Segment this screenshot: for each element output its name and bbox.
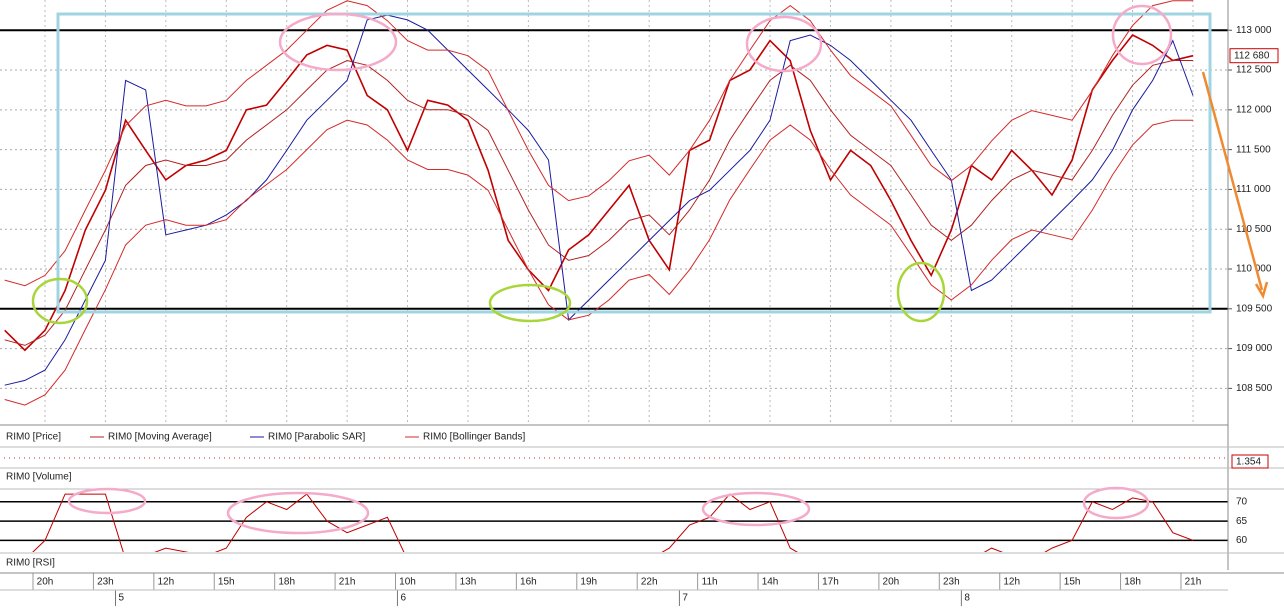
day-label: 7	[682, 593, 688, 604]
x-tick-label: 21h	[1185, 577, 1202, 588]
volume-tag	[1231, 454, 1269, 469]
price-tag	[1229, 48, 1279, 64]
price-pane	[0, 0, 1228, 425]
ellipse	[701, 491, 811, 527]
series-line-lower	[4, 119, 1193, 406]
series-line	[4, 0, 1193, 287]
volume-value: 1.354	[1236, 457, 1261, 468]
x-tick-label: 15h	[218, 577, 235, 588]
y-tick-label: 70	[1236, 496, 1248, 507]
x-tick-label: 12h	[1003, 577, 1020, 588]
x-tick-label: 15h	[1064, 577, 1081, 588]
y-tick-label: 109 500	[1236, 303, 1273, 314]
rsi-line	[32, 493, 1194, 552]
x-tick-label: 23h	[943, 577, 960, 588]
y-tick-label: 109 000	[1236, 343, 1273, 354]
volume-label: RIM0 [Volume]	[6, 472, 72, 483]
arrow	[1201, 71, 1264, 291]
rsi-pane	[0, 493, 1228, 552]
rsi-label: RIM0 [RSI]	[6, 558, 55, 569]
x-tick-label: 14h	[762, 577, 779, 588]
x-tick-label: 12h	[157, 577, 174, 588]
day-label: 5	[118, 593, 124, 604]
legend-label: RIM0 [Price]	[6, 432, 61, 443]
ellipse	[67, 487, 147, 515]
ellipse	[488, 283, 572, 323]
y-tick-label: 60	[1236, 535, 1248, 546]
legend-label: RIM0 [Bollinger Bands]	[423, 432, 525, 443]
x-tick-label: 21h	[339, 577, 356, 588]
x-tick-label: 22h	[641, 577, 658, 588]
y-tick-label: 65	[1236, 516, 1248, 527]
x-tick-label: 20h	[37, 577, 54, 588]
legend-label: RIM0 [Parabolic SAR]	[268, 432, 365, 443]
y-tick-label: 110 000	[1236, 264, 1272, 275]
y-tick-label: 111 000	[1236, 184, 1271, 195]
price-tag-label: 112 680	[1234, 50, 1270, 61]
x-tick-label: 17h	[822, 577, 839, 588]
x-tick-label: 13h	[460, 577, 477, 588]
arrow-head	[1254, 281, 1269, 300]
ellipse	[896, 261, 946, 323]
x-tick-label: 20h	[883, 577, 900, 588]
range-box	[56, 12, 1212, 314]
axes: 108 500 109 000 109 500 110 000 110 500 111 0…	[6, 25, 1279, 606]
y-tick-label: 111 500	[1236, 144, 1271, 155]
x-tick-label: 18h	[278, 577, 295, 588]
x-tick-label: 10h	[399, 577, 416, 588]
ellipse	[226, 491, 370, 535]
y-tick-label: 113 000	[1236, 25, 1272, 36]
ellipse	[1082, 486, 1150, 520]
x-tick-label: 11h	[702, 577, 718, 588]
ellipse	[278, 12, 398, 72]
x-tick-label: 23h	[97, 577, 114, 588]
series-line	[4, 33, 1194, 352]
ellipse	[1111, 4, 1173, 66]
legend-label: RIM0 [Moving Average]	[108, 432, 212, 443]
y-tick-label: 110 500	[1236, 224, 1272, 235]
x-tick-label: 16h	[520, 577, 537, 588]
x-tick-label: 18h	[1124, 577, 1141, 588]
series-line	[4, 59, 1193, 346]
x-tick-label: 19h	[580, 577, 597, 588]
series-line	[4, 14, 1194, 386]
y-tick-label: 112 000	[1236, 104, 1272, 115]
day-label: 8	[964, 593, 970, 604]
y-tick-label: 108 500	[1236, 383, 1273, 394]
y-tick-label: 112 500	[1236, 65, 1272, 76]
ellipse	[745, 15, 823, 73]
day-label: 6	[400, 593, 406, 604]
ellipse	[31, 277, 89, 325]
